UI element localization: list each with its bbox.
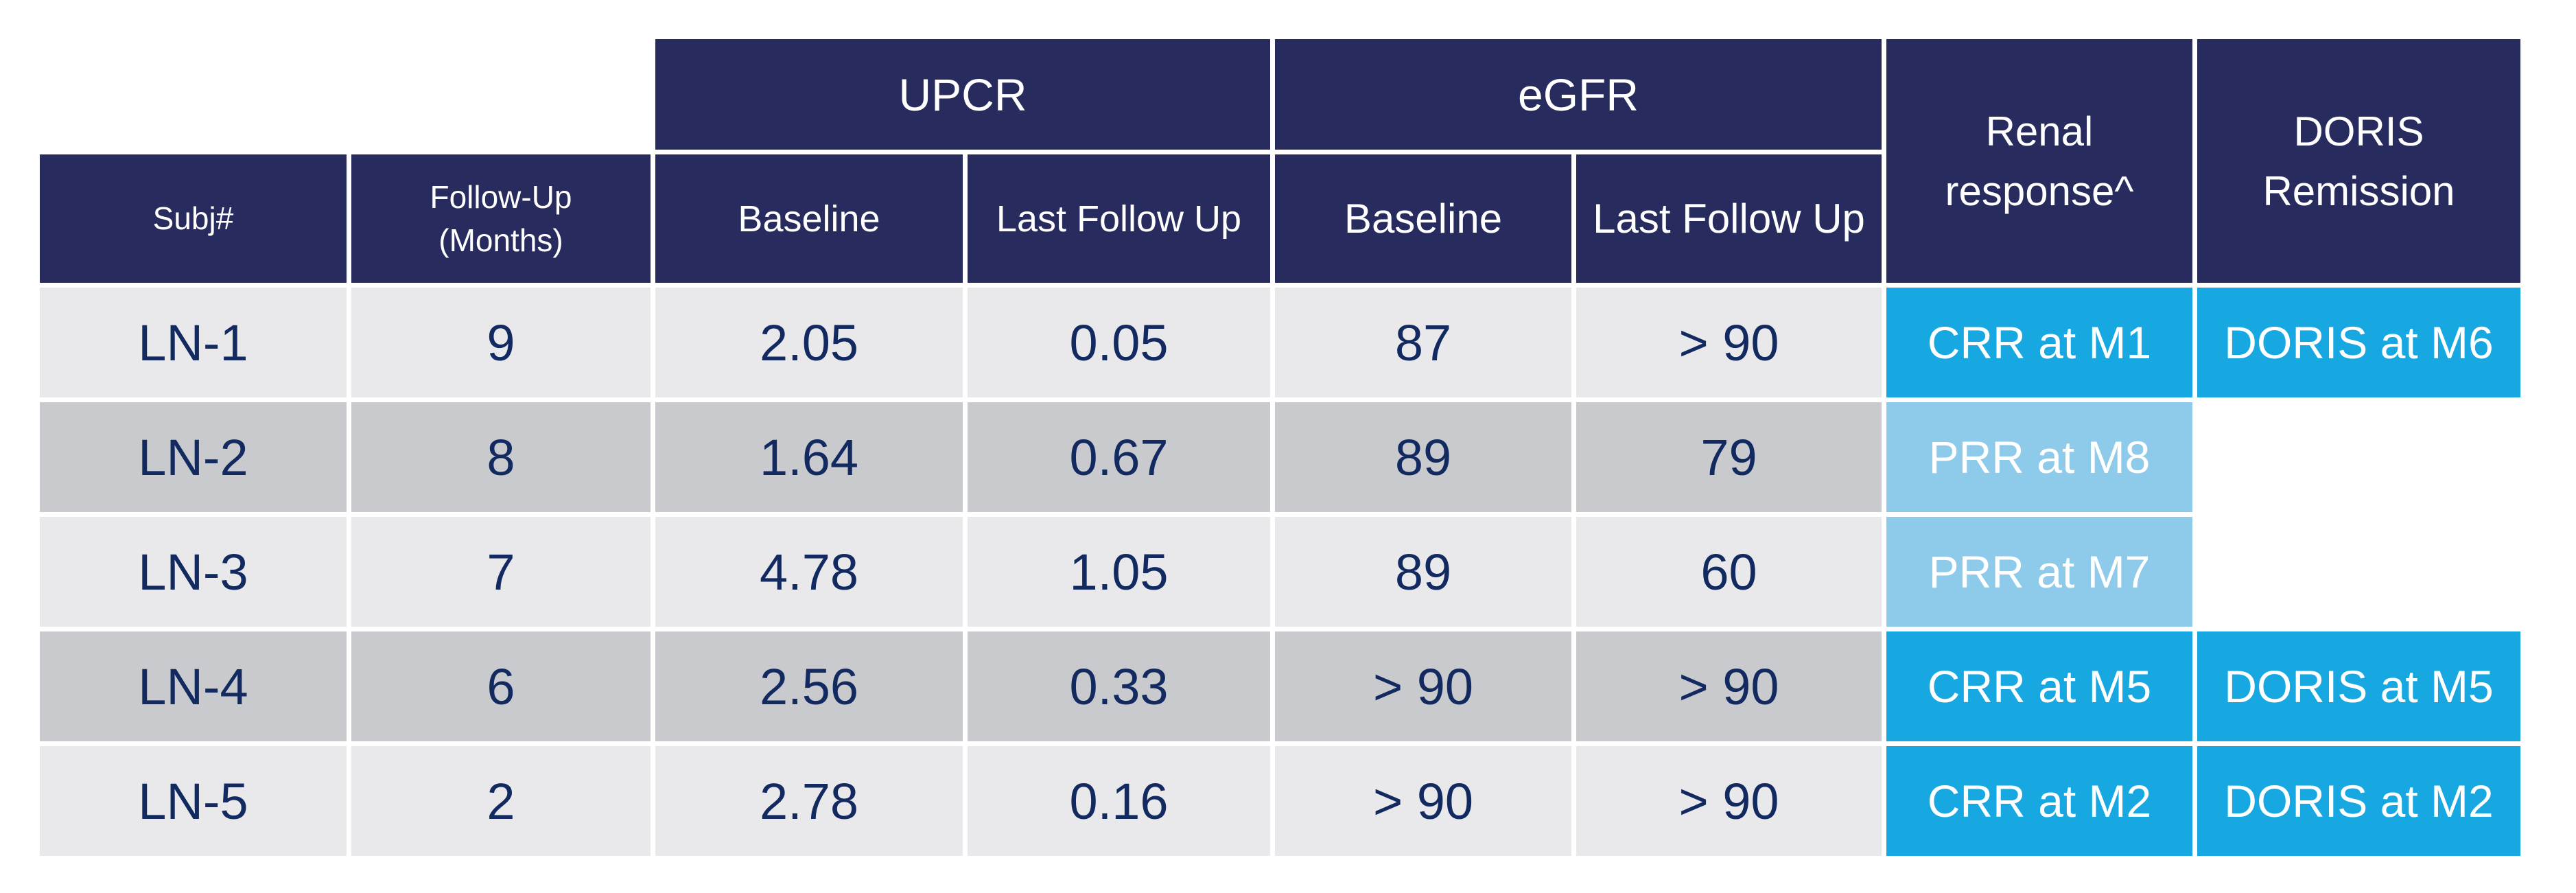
header-upcr-last-followup: Last Follow Up [968, 154, 1270, 283]
cell-subj: LN-4 [40, 631, 347, 741]
cell-renal-response: CRR at M1 [1886, 288, 2192, 397]
cell-upcr-baseline: 2.05 [655, 288, 963, 397]
header-egfr-last-followup: Last Follow Up [1576, 154, 1882, 283]
cell-followup-months: 8 [351, 402, 651, 512]
cell-egfr-last-followup: > 90 [1576, 288, 1882, 397]
group-header-egfr: eGFR [1275, 39, 1882, 150]
cell-upcr-last-followup: 0.16 [968, 746, 1270, 856]
cell-doris-remission: DORIS at M2 [2197, 746, 2520, 856]
cell-subj: LN-2 [40, 402, 347, 512]
cell-upcr-last-followup: 1.05 [968, 517, 1270, 627]
cell-renal-response: CRR at M5 [1886, 631, 2192, 741]
header-doris-remission: DORIS Remission [2197, 39, 2520, 283]
cell-subj: LN-5 [40, 746, 347, 856]
clinical-outcomes-table: UPCR eGFR Renal response^ DORIS Remissio… [40, 39, 2520, 856]
header-renal-response: Renal response^ [1886, 39, 2192, 283]
cell-upcr-last-followup: 0.05 [968, 288, 1270, 397]
cell-egfr-last-followup: 60 [1576, 517, 1882, 627]
cell-followup-months: 2 [351, 746, 651, 856]
cell-upcr-last-followup: 0.67 [968, 402, 1270, 512]
header-upcr-baseline: Baseline [655, 154, 963, 283]
cell-followup-months: 6 [351, 631, 651, 741]
cell-egfr-baseline: 89 [1275, 517, 1571, 627]
cell-renal-response: PRR at M8 [1886, 402, 2192, 512]
cell-upcr-last-followup: 0.33 [968, 631, 1270, 741]
header-egfr-baseline: Baseline [1275, 154, 1571, 283]
cell-egfr-last-followup: 79 [1576, 402, 1882, 512]
cell-egfr-last-followup: > 90 [1576, 631, 1882, 741]
header-subj: Subj# [40, 154, 347, 283]
cell-followup-months: 9 [351, 288, 651, 397]
cell-followup-months: 7 [351, 517, 651, 627]
cell-egfr-baseline: 89 [1275, 402, 1571, 512]
cell-upcr-baseline: 1.64 [655, 402, 963, 512]
cell-upcr-baseline: 2.56 [655, 631, 963, 741]
cell-doris-remission: DORIS at M5 [2197, 631, 2520, 741]
cell-egfr-baseline: 87 [1275, 288, 1571, 397]
cell-egfr-baseline: > 90 [1275, 746, 1571, 856]
cell-renal-response: CRR at M2 [1886, 746, 2192, 856]
cell-egfr-last-followup: > 90 [1576, 746, 1882, 856]
cell-subj: LN-3 [40, 517, 347, 627]
header-followup-months: Follow-Up (Months) [351, 154, 651, 283]
cell-upcr-baseline: 2.78 [655, 746, 963, 856]
cell-subj: LN-1 [40, 288, 347, 397]
group-header-upcr: UPCR [655, 39, 1270, 150]
cell-upcr-baseline: 4.78 [655, 517, 963, 627]
cell-renal-response: PRR at M7 [1886, 517, 2192, 627]
cell-doris-remission: DORIS at M6 [2197, 288, 2520, 397]
cell-egfr-baseline: > 90 [1275, 631, 1571, 741]
